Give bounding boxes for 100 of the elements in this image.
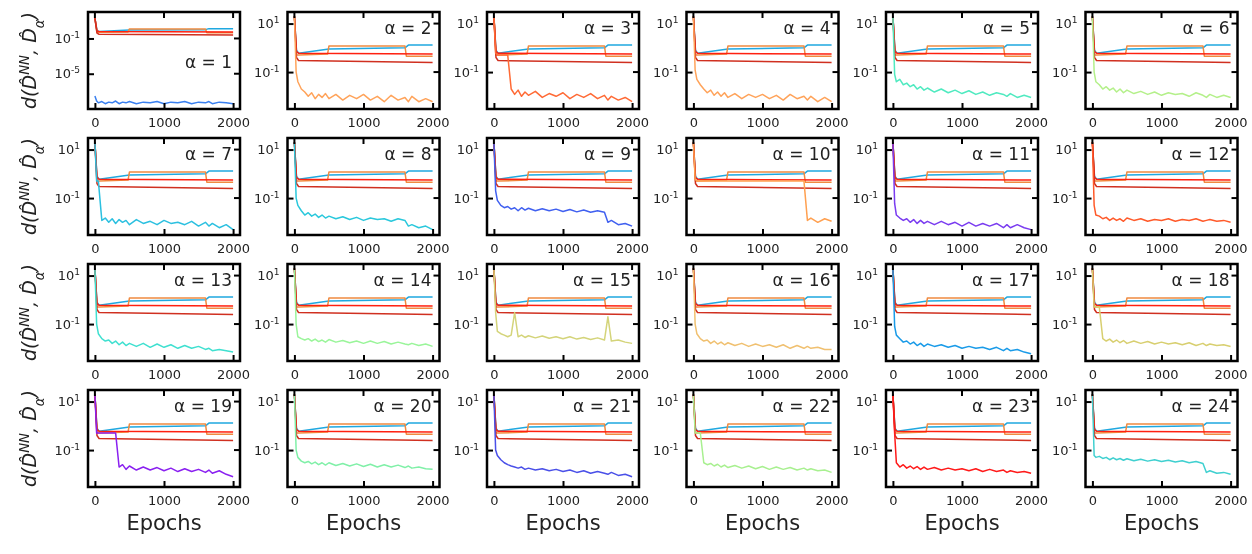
y-tick-label: 10$^{-1}$ [453, 189, 479, 206]
x-tick-label: 2000 [815, 115, 849, 131]
y-tick-label: 10$^{-1}$ [54, 441, 80, 458]
y-tick-label: 10$^{-1}$ [453, 441, 479, 458]
x-tick-label: 1000 [1145, 493, 1179, 509]
x-tick-label: 2000 [616, 493, 650, 509]
y-tick-label: 10$^{-1}$ [1051, 315, 1078, 332]
x-tick-label: 1000 [347, 115, 381, 131]
y-tick-label: 10$^{-1}$ [652, 189, 679, 206]
x-tick-label: 2000 [815, 367, 849, 383]
y-tick-label: 10$^{-1}$ [253, 315, 280, 332]
y-tick-label: 10$^{-1}$ [54, 30, 80, 47]
x-tick-label: 1000 [546, 241, 581, 257]
x-tick-label: 1000 [746, 115, 780, 131]
chart-title: α = 13 [174, 270, 232, 290]
chart-title: α = 14 [373, 270, 432, 290]
y-tick-label: 10$^{-1}$ [253, 63, 280, 80]
y-tick-label: 10$^{1}$ [456, 141, 479, 158]
x-tick-label: 0 [689, 493, 699, 509]
x-tick-label: 2000 [1214, 115, 1248, 131]
chart-title: α = 5 [982, 18, 1030, 38]
y-tick-label: 10$^{-1}$ [852, 63, 878, 80]
chart-title: α = 9 [583, 144, 631, 164]
x-tick-label: 0 [889, 493, 898, 509]
x-tick-label: 1000 [746, 367, 780, 383]
x-axis-title: Epochs [126, 511, 202, 535]
y-tick-label: 10$^{-1}$ [1051, 63, 1078, 80]
chart-title: α = 16 [772, 270, 831, 290]
chart-title: α = 8 [384, 144, 432, 164]
y-tick-label: 10$^{1}$ [1055, 15, 1078, 32]
chart-title: α = 3 [583, 18, 631, 38]
y-tick-label: 10$^{-1}$ [253, 441, 280, 458]
x-tick-label: 1000 [945, 493, 980, 509]
y-tick-label: 10$^{1}$ [855, 15, 878, 32]
x-tick-label: 1000 [945, 115, 980, 131]
x-tick-label: 0 [91, 367, 100, 383]
y-tick-label: 10$^{1}$ [456, 15, 479, 32]
x-tick-label: 2000 [815, 493, 849, 509]
y-tick-label: 10$^{1}$ [855, 393, 878, 410]
x-tick-label: 2000 [1214, 493, 1248, 509]
chart-title: α = 20 [373, 396, 432, 416]
y-tick-label: 10$^{1}$ [656, 15, 679, 32]
x-tick-label: 1000 [147, 367, 182, 383]
x-tick-label: 1000 [347, 367, 381, 383]
x-tick-label: 0 [1088, 241, 1098, 257]
x-tick-label: 1000 [1145, 115, 1179, 131]
x-axis-title: Epochs [525, 511, 601, 535]
x-tick-label: 0 [889, 115, 898, 131]
y-tick-label: 10$^{1}$ [257, 267, 280, 284]
y-tick-label: 10$^{1}$ [656, 393, 679, 410]
x-tick-label: 2000 [815, 241, 849, 257]
chart-title: α = 12 [1171, 144, 1230, 164]
x-tick-label: 1000 [546, 367, 581, 383]
x-tick-label: 1000 [546, 115, 581, 131]
y-tick-label: 10$^{-1}$ [652, 441, 679, 458]
x-tick-label: 2000 [217, 115, 251, 131]
chart-title: α = 15 [573, 270, 631, 290]
y-tick-label: 10$^{1}$ [257, 15, 280, 32]
x-axis-title: Epochs [325, 511, 402, 535]
chart-title: α = 10 [772, 144, 831, 164]
x-tick-label: 1000 [546, 493, 581, 509]
x-tick-label: 0 [91, 493, 100, 509]
chart-title: α = 17 [972, 270, 1030, 290]
x-tick-label: 0 [490, 493, 499, 509]
y-tick-label: 10$^{-1}$ [652, 63, 679, 80]
y-tick-label: 10$^{1}$ [257, 141, 280, 158]
x-axis-title: Epochs [1123, 511, 1200, 535]
chart-title: α = 24 [1171, 396, 1230, 416]
x-tick-label: 1000 [347, 241, 381, 257]
x-tick-label: 0 [490, 367, 499, 383]
chart-title: α = 21 [573, 396, 631, 416]
x-tick-label: 0 [490, 241, 499, 257]
y-tick-label: 10$^{1}$ [1055, 267, 1078, 284]
y-tick-label: 10$^{-1}$ [54, 189, 80, 206]
y-tick-label: 10$^{1}$ [456, 393, 479, 410]
chart-title: α = 19 [174, 396, 232, 416]
x-tick-label: 2000 [416, 241, 450, 257]
x-tick-label: 0 [91, 115, 100, 131]
x-tick-label: 2000 [416, 115, 450, 131]
y-tick-label: 10$^{-1}$ [1051, 441, 1078, 458]
x-tick-label: 2000 [416, 493, 450, 509]
text: α = 1 [184, 52, 232, 72]
x-tick-label: 0 [290, 115, 300, 131]
x-tick-label: 1000 [147, 493, 182, 509]
y-tick-label: 10$^{-1}$ [253, 189, 280, 206]
x-tick-label: 1000 [1145, 241, 1179, 257]
y-tick-label: 10$^{-1}$ [1051, 189, 1078, 206]
y-tick-label: 10$^{-1}$ [453, 315, 479, 332]
y-tick-label: 10$^{-1}$ [852, 189, 878, 206]
chart-title: α = 4 [783, 18, 831, 38]
chart-title: α = 2 [384, 18, 432, 38]
y-tick-label: 10$^{1}$ [57, 141, 80, 158]
y-tick-label: 10$^{1}$ [855, 267, 878, 284]
y-tick-label: 10$^{1}$ [257, 393, 280, 410]
x-tick-label: 2000 [1015, 367, 1049, 383]
x-tick-label: 0 [889, 241, 898, 257]
y-tick-label: 10$^{-1}$ [852, 315, 878, 332]
x-tick-label: 2000 [1214, 367, 1248, 383]
x-tick-label: 1000 [746, 241, 780, 257]
chart-title: α = 11 [972, 144, 1030, 164]
